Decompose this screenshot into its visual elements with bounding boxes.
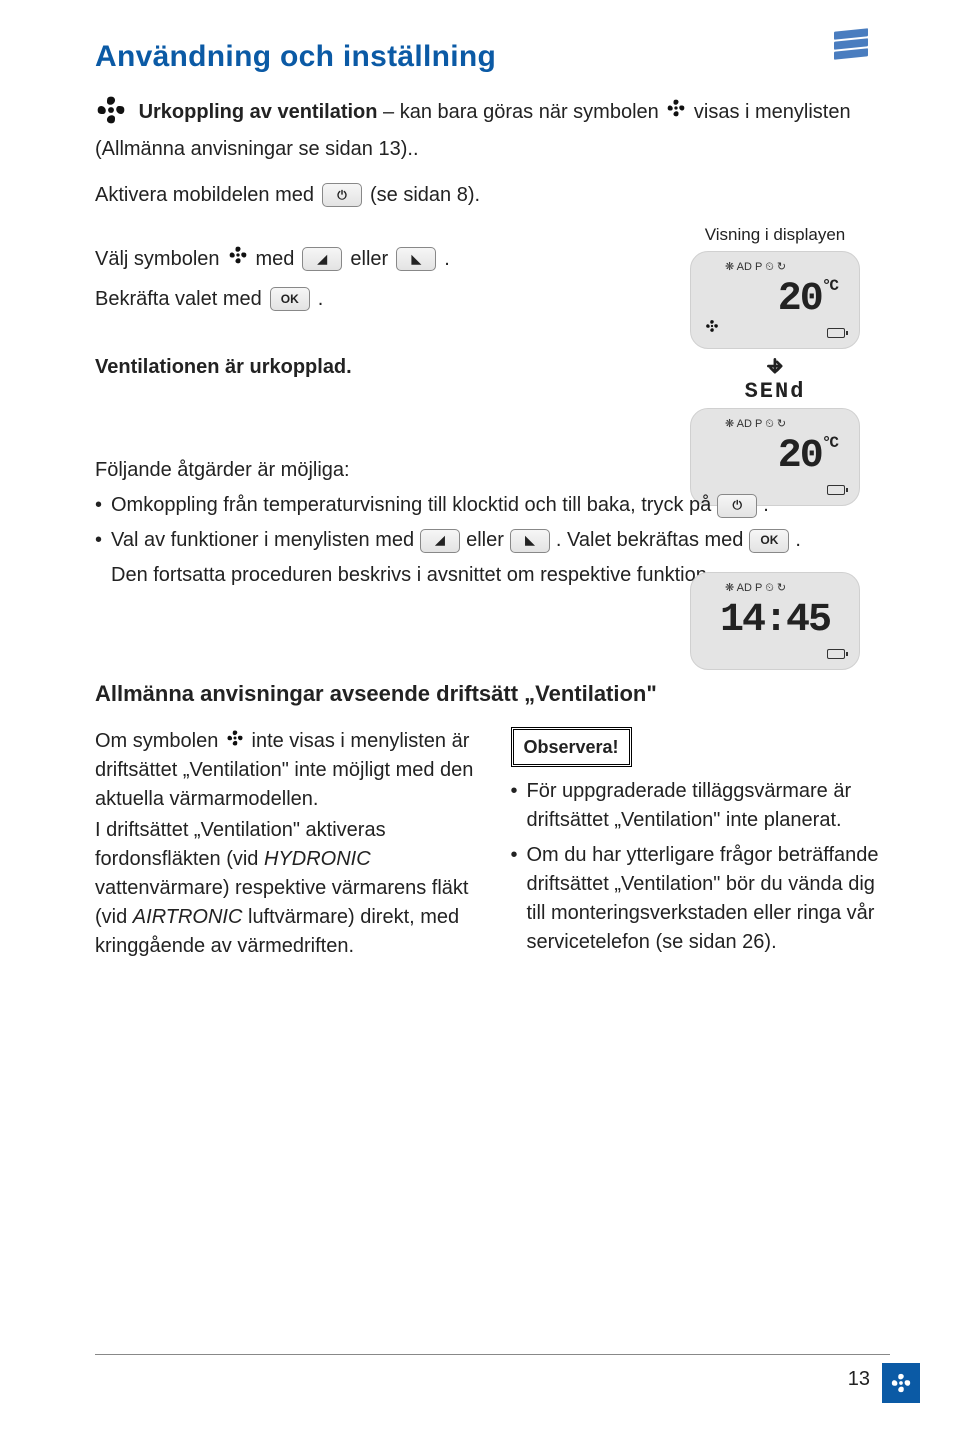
display-icons: ❋ AD P ⏲ ↻ bbox=[703, 581, 847, 595]
display-unit-label: °C bbox=[822, 277, 837, 295]
select-t2: med bbox=[256, 242, 295, 276]
body-text: HYDRONIC bbox=[264, 848, 371, 870]
display-unit-3: ❋ AD P ⏲ ↻ 14:45 bbox=[690, 572, 860, 670]
list-item: Omkoppling från temperaturvisning till k… bbox=[95, 490, 890, 521]
display-icons: ❋ AD P ⏲ ↻ bbox=[703, 260, 847, 274]
right-key: ◣ bbox=[396, 247, 436, 271]
display-caption: Visning i displayen bbox=[685, 225, 865, 245]
battery-icon bbox=[827, 328, 845, 338]
activate-pre: Aktivera mobildelen med bbox=[95, 178, 314, 212]
body-text: AIRTRONIC bbox=[133, 906, 243, 928]
ok-key: OK bbox=[270, 287, 310, 311]
body-text: Om symbolen bbox=[95, 730, 218, 752]
confirm-t2: . bbox=[318, 282, 324, 316]
left-column: Om symbolen inte visas i menylisten är d… bbox=[95, 727, 475, 963]
select-t1: Välj symbolen bbox=[95, 242, 220, 276]
page-title: Användning och inställning bbox=[95, 40, 890, 74]
display-value: 14:45 bbox=[703, 601, 847, 641]
page-tab bbox=[882, 1363, 920, 1403]
display-number: 14:45 bbox=[720, 598, 830, 643]
intro-bold: Urkoppling av ventilation bbox=[139, 101, 378, 123]
section-heading: Allmänna anvisningar avseende driftsätt … bbox=[95, 681, 890, 707]
display-column: ❋ AD P ⏲ ↻ 14:45 bbox=[685, 572, 865, 676]
action-text: eller bbox=[466, 525, 504, 556]
right-key: ◣ bbox=[510, 529, 550, 553]
action-text: . bbox=[795, 525, 801, 556]
page-number: 13 bbox=[848, 1368, 870, 1391]
select-t4: . bbox=[444, 242, 450, 276]
display-column: Visning i displayen ❋ AD P ⏲ ↻ 20°C ➜ ➜ … bbox=[685, 225, 865, 512]
action-text: Val av funktioner i menylisten med bbox=[111, 525, 414, 556]
select-t3: eller bbox=[350, 242, 388, 276]
activate-line: Aktivera mobildelen med ⏻ (se sidan 8). bbox=[95, 178, 890, 212]
footer-divider bbox=[95, 1354, 890, 1355]
display-icons: ❋ AD P ⏲ ↻ bbox=[703, 417, 847, 431]
power-key: ⏻ bbox=[322, 183, 362, 207]
left-key: ◢ bbox=[420, 529, 460, 553]
fan-icon bbox=[666, 98, 686, 127]
fan-icon bbox=[228, 242, 248, 276]
action-text: . Valet bekräftas med bbox=[556, 525, 744, 556]
action-text: Omkoppling från temperaturvisning till k… bbox=[111, 490, 711, 521]
display-number: 20 bbox=[778, 434, 822, 479]
section-ventilation-general: Allmänna anvisningar avseende driftsätt … bbox=[95, 681, 890, 963]
fan-icon bbox=[226, 727, 244, 756]
left-key: ◢ bbox=[302, 247, 342, 271]
intro-paragraph: Urkoppling av ventilation – kan bara gör… bbox=[95, 94, 890, 164]
fan-icon bbox=[705, 319, 719, 338]
intro-rest: – kan bara göras när symbolen bbox=[383, 101, 659, 123]
battery-icon bbox=[827, 649, 845, 659]
right-column: Observera! För uppgraderade tilläggsvärm… bbox=[511, 727, 891, 963]
list-item: För uppgraderade tilläggsvärmare är drif… bbox=[511, 777, 891, 835]
display-unit-label: °C bbox=[822, 434, 837, 452]
display-value: 20°C bbox=[703, 437, 847, 477]
ok-key: OK bbox=[749, 529, 789, 553]
action-text: . bbox=[763, 490, 769, 521]
list-item: Om du har ytterligare frågor beträffande… bbox=[511, 841, 891, 957]
fan-icon bbox=[95, 94, 127, 135]
power-key: ⏻ bbox=[717, 494, 757, 518]
confirm-t1: Bekräfta valet med bbox=[95, 282, 262, 316]
activate-post: (se sidan 8). bbox=[370, 178, 480, 212]
brand-logo bbox=[834, 30, 870, 72]
observera-box: Observera! bbox=[511, 727, 632, 767]
